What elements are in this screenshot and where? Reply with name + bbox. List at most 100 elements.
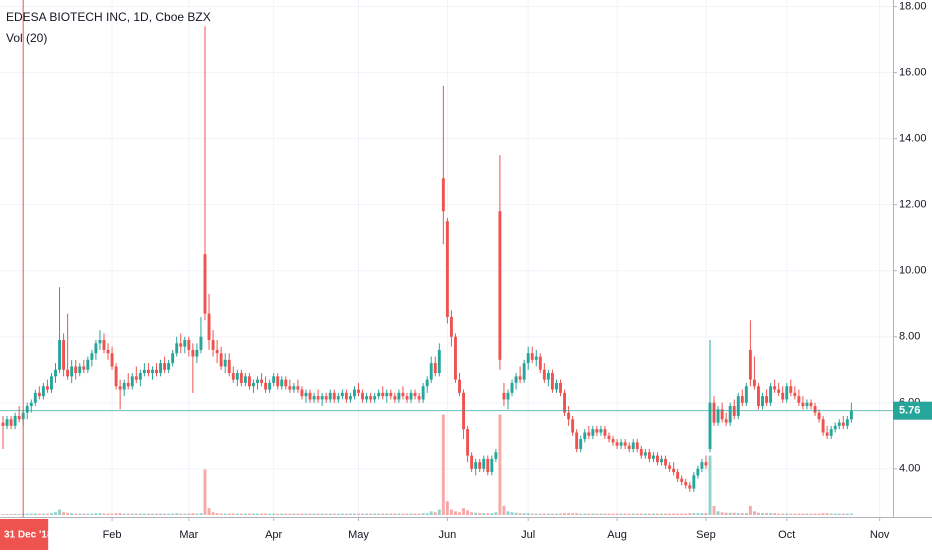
volume-bar <box>17 514 21 515</box>
candle-body <box>33 392 37 403</box>
overlay <box>0 0 893 517</box>
candle-body <box>748 349 752 380</box>
volume-bar <box>462 508 466 515</box>
volume-bar <box>490 513 494 515</box>
volume-bar <box>159 513 163 515</box>
volume-bar <box>409 513 413 515</box>
volume-bar <box>227 513 231 515</box>
volume-bar <box>58 509 62 515</box>
candle-body <box>470 455 474 469</box>
candle-body <box>474 462 478 469</box>
volume-bar <box>54 512 57 515</box>
volume-bar <box>627 513 631 515</box>
candle-body <box>777 389 781 393</box>
candle-body <box>567 412 571 420</box>
volume-bar <box>138 513 142 515</box>
candle-body <box>680 478 684 482</box>
volume-bar <box>300 513 304 515</box>
volume-bar <box>724 512 728 515</box>
x-tick-label: Nov <box>870 529 890 541</box>
candle-body <box>736 396 740 416</box>
candle-body <box>797 396 801 403</box>
candle-body <box>151 369 154 374</box>
candle-body <box>296 386 300 390</box>
volume-bar <box>441 414 445 515</box>
candle-body <box>425 379 429 387</box>
volume-bar <box>748 505 752 515</box>
last-price-label: 5.76 <box>899 405 920 417</box>
candle-body <box>142 369 146 374</box>
volume-bar <box>494 512 498 515</box>
volume-bar <box>223 513 227 515</box>
candle-body <box>308 392 312 400</box>
volume-bar <box>631 513 635 515</box>
volume-bar <box>757 512 760 515</box>
volume-bar <box>78 513 82 515</box>
volume-bar <box>801 513 805 515</box>
last-price-box <box>893 401 932 420</box>
candle-body <box>849 410 853 420</box>
volume-bar <box>102 513 106 515</box>
candle-body <box>785 386 789 400</box>
candle-body <box>656 455 659 463</box>
candle-body <box>389 392 393 397</box>
volume-bar <box>401 513 405 515</box>
candle-body <box>25 406 29 413</box>
candle-body <box>441 178 445 212</box>
volume-bar <box>13 513 17 515</box>
volume-bar <box>514 512 518 515</box>
volume-bar <box>316 513 320 515</box>
volume-bar <box>591 513 595 515</box>
volume-bar <box>417 513 421 515</box>
volume-bar <box>179 513 183 515</box>
candle-body <box>417 396 421 400</box>
volume-bar <box>393 513 397 515</box>
volume-bar <box>639 513 643 515</box>
candle-body <box>486 458 490 473</box>
volume-bar <box>199 513 203 515</box>
volume-bar <box>611 513 615 515</box>
candle-body <box>801 402 805 407</box>
x-tick-label: Feb <box>103 529 122 541</box>
volume-bar <box>563 513 567 515</box>
candle-body <box>74 366 78 374</box>
volume-bar <box>550 513 554 515</box>
candle-body <box>41 386 45 397</box>
volume-bar <box>587 513 591 515</box>
volume-bar <box>660 513 663 515</box>
volume-bar <box>712 505 716 515</box>
volume-bar <box>506 511 510 515</box>
price-pane <box>1 26 853 492</box>
volume-bar <box>445 501 449 515</box>
candle-body <box>9 419 13 426</box>
volume-bar <box>793 513 797 515</box>
candle-body <box>615 442 619 446</box>
volume-bar <box>126 513 130 515</box>
candle-body <box>5 419 9 426</box>
volume-bar <box>470 512 474 515</box>
volume-bar <box>454 511 457 515</box>
volume-bar <box>304 513 308 515</box>
volume-bar <box>607 513 611 515</box>
candle-body <box>70 366 74 377</box>
candle-body <box>805 402 809 407</box>
candle-body <box>514 376 518 383</box>
volume-bar <box>813 513 817 515</box>
volume-bar <box>692 513 696 515</box>
volume-bar <box>361 513 365 515</box>
candle-body <box>575 432 579 449</box>
candle-body <box>623 442 627 446</box>
candle-body <box>320 396 324 400</box>
y-tick-label: 8.00 <box>899 331 920 343</box>
candle-body <box>268 382 272 390</box>
candle-body <box>199 336 203 350</box>
volume-bar <box>534 513 538 515</box>
volume-bar <box>571 513 575 515</box>
candle-body <box>106 349 110 354</box>
candle-body <box>401 392 405 397</box>
candle-body <box>571 419 575 433</box>
volume-bar <box>328 513 332 515</box>
volume-bar <box>688 513 692 515</box>
volume-bar <box>308 513 312 515</box>
volume-bar <box>82 513 86 515</box>
